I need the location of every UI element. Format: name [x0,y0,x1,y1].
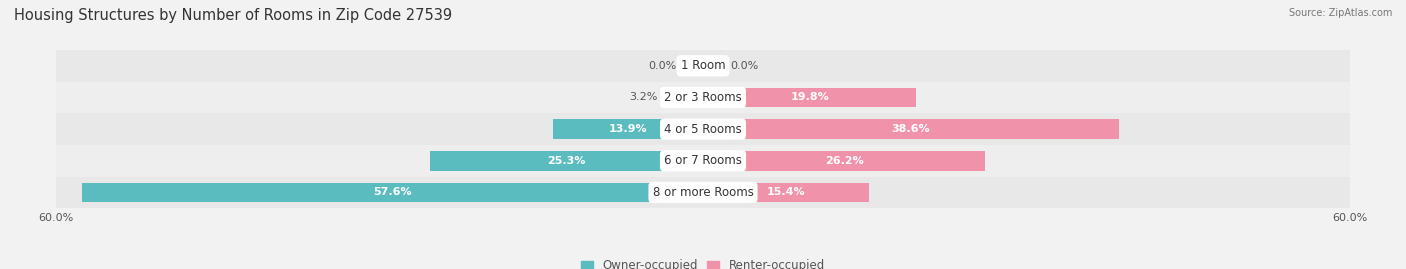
Bar [703,88,917,107]
Bar [56,145,1350,176]
Text: 1 Room: 1 Room [681,59,725,72]
Text: 13.9%: 13.9% [609,124,647,134]
Legend: Owner-occupied, Renter-occupied: Owner-occupied, Renter-occupied [576,254,830,269]
Bar [56,113,1350,145]
Bar [430,151,703,171]
Text: Source: ZipAtlas.com: Source: ZipAtlas.com [1288,8,1392,18]
Bar [668,88,703,107]
Text: 57.6%: 57.6% [373,187,412,197]
Text: 0.0%: 0.0% [648,61,676,71]
Text: Housing Structures by Number of Rooms in Zip Code 27539: Housing Structures by Number of Rooms in… [14,8,453,23]
Text: 25.3%: 25.3% [547,156,586,166]
Bar [56,176,1350,208]
Bar [703,151,986,171]
Text: 26.2%: 26.2% [825,156,863,166]
Text: 0.0%: 0.0% [730,61,758,71]
Bar [56,50,1350,82]
Text: 38.6%: 38.6% [891,124,931,134]
Bar [703,183,869,202]
Text: 4 or 5 Rooms: 4 or 5 Rooms [664,123,742,136]
Text: 6 or 7 Rooms: 6 or 7 Rooms [664,154,742,167]
Text: 15.4%: 15.4% [766,187,806,197]
Text: 2 or 3 Rooms: 2 or 3 Rooms [664,91,742,104]
Text: 19.8%: 19.8% [790,93,830,102]
Text: 3.2%: 3.2% [630,93,658,102]
Text: 8 or more Rooms: 8 or more Rooms [652,186,754,199]
Bar [703,119,1119,139]
Bar [56,82,1350,113]
Bar [82,183,703,202]
Bar [553,119,703,139]
